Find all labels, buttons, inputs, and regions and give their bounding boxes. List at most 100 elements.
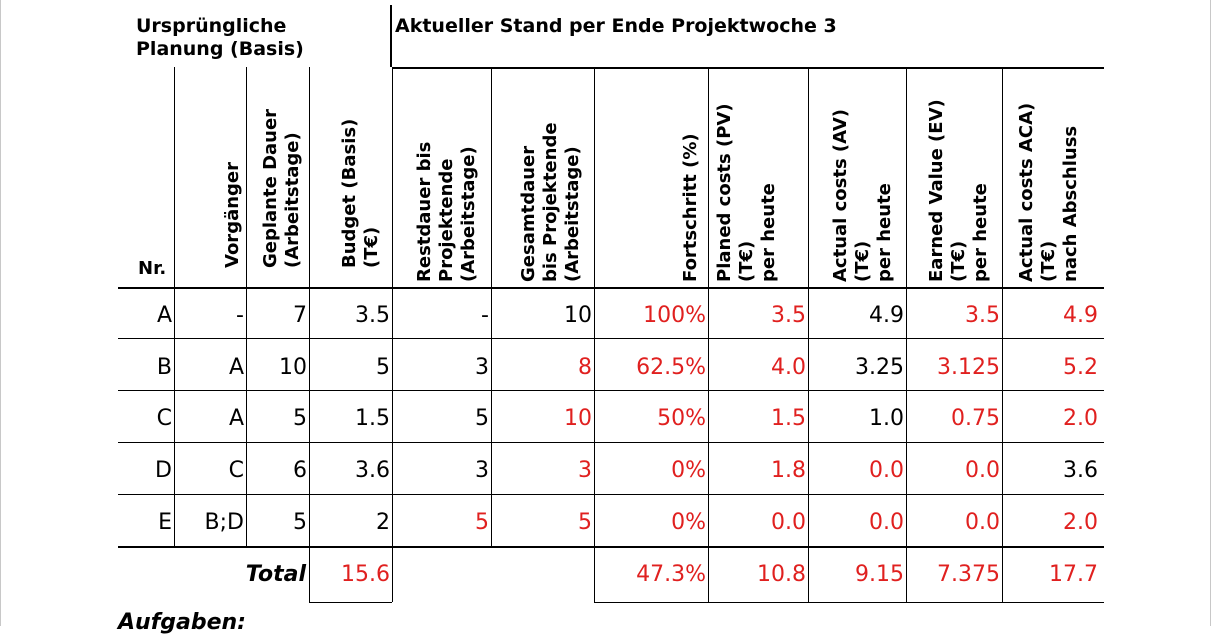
cell-nr: C (156, 406, 172, 431)
header-budget: Budget (Basis) (T€) (339, 118, 382, 268)
cell-gesamtdauer: 5 (578, 510, 592, 535)
column-rule (594, 67, 595, 547)
cell-geplante-dauer: 5 (293, 406, 307, 431)
cell-pv: 4.0 (771, 355, 806, 380)
header-vorgaenger: Vorgänger (222, 161, 243, 268)
total-column-rule (309, 546, 310, 602)
cell-fortschritt: 0% (671, 458, 706, 483)
section-divider (390, 5, 392, 67)
cell-fortschritt: 62.5% (636, 355, 706, 380)
cell-ev: 0.0 (965, 510, 1000, 535)
cell-vorgaenger: A (228, 355, 244, 380)
page-edge-left (0, 0, 1, 626)
total-ev: 7.375 (937, 562, 1000, 587)
cell-av: 4.9 (869, 303, 904, 328)
total-aca: 17.7 (1049, 562, 1098, 587)
total-column-rule (1002, 546, 1003, 602)
total-pv: 10.8 (757, 562, 806, 587)
cell-restdauer: 5 (475, 406, 489, 431)
cell-aca: 5.2 (1063, 355, 1098, 380)
row-rule (118, 442, 1104, 443)
total-column-rule (594, 546, 595, 602)
total-av: 9.15 (855, 562, 904, 587)
header-nr: Nr. (138, 258, 167, 279)
cell-gesamtdauer: 8 (578, 355, 592, 380)
header-geplante-dauer: Geplante Dauer (Arbeitstage) (260, 108, 303, 268)
total-column-rule (708, 546, 709, 602)
cell-geplante-dauer: 10 (279, 355, 307, 380)
cell-ev: 3.125 (937, 355, 1000, 380)
cell-restdauer: - (481, 303, 489, 328)
header-restdauer: Restdauer bis Projektende (Arbeitstage) (414, 141, 479, 282)
total-column-rule (392, 546, 393, 602)
cell-nr: E (158, 510, 172, 535)
header-earned-value: Earned Value (EV) (T€) per heute (926, 99, 991, 282)
row-rule (118, 338, 1104, 339)
total-column-rule (808, 546, 809, 602)
column-rule (246, 67, 247, 547)
page-edge-right (1210, 0, 1211, 626)
cell-av: 0.0 (869, 458, 904, 483)
header-bottom-rule (118, 287, 1104, 289)
cell-ev: 0.75 (951, 406, 1000, 431)
cell-gesamtdauer: 3 (578, 458, 592, 483)
column-rule (808, 67, 809, 547)
cell-gesamtdauer: 10 (564, 406, 592, 431)
cell-budget: 5 (376, 355, 390, 380)
cell-aca: 2.0 (1063, 406, 1098, 431)
header-actual-costs-completion: Actual costs ACA) (T€) nach Abschluss (1016, 102, 1081, 282)
body-bottom-rule (118, 546, 1104, 548)
header-planned-costs: Planed costs (PV) (T€) per heute (714, 103, 779, 282)
header-actual-costs: Actual costs (AV) (T€) per heute (830, 108, 895, 282)
cell-aca: 2.0 (1063, 510, 1098, 535)
column-rule (392, 67, 393, 547)
header-fortschritt: Fortschritt (%) (680, 133, 701, 282)
total-fortschritt: 47.3% (636, 562, 706, 587)
cell-restdauer: 3 (475, 458, 489, 483)
cell-ev: 3.5 (965, 303, 1000, 328)
total-budget: 15.6 (341, 562, 390, 587)
header-gesamtdauer: Gesamtdauer bis Projektende (Arbeitstage… (518, 122, 583, 282)
cell-pv: 1.5 (771, 406, 806, 431)
row-rule (118, 494, 1104, 495)
cell-aca: 3.6 (1063, 458, 1098, 483)
cell-vorgaenger: C (228, 458, 244, 483)
column-rule (309, 67, 310, 547)
cell-vorgaenger: B;D (204, 510, 244, 535)
cell-gesamtdauer: 10 (564, 303, 592, 328)
cell-pv: 0.0 (771, 510, 806, 535)
total-underline-budget (309, 602, 392, 603)
column-rule (1002, 67, 1003, 547)
total-underline-figures (594, 602, 1104, 603)
cell-pv: 1.8 (771, 458, 806, 483)
cell-budget: 3.6 (355, 458, 390, 483)
cell-pv: 3.5 (771, 303, 806, 328)
total-column-rule (906, 546, 907, 602)
title-basis-planning: Ursprüngliche Planung (Basis) (136, 15, 304, 60)
header-top-rule (392, 67, 1104, 69)
title-current-status: Aktueller Stand per Ende Projektwoche 3 (395, 15, 837, 37)
column-rule (491, 67, 492, 547)
column-rule (708, 67, 709, 547)
cell-geplante-dauer: 7 (293, 303, 307, 328)
cell-fortschritt: 100% (643, 303, 706, 328)
total-label: Total (245, 562, 306, 587)
cell-geplante-dauer: 5 (293, 510, 307, 535)
cell-nr: A (156, 303, 172, 328)
cell-restdauer: 5 (475, 510, 489, 535)
cell-vorgaenger: - (236, 303, 244, 328)
cell-av: 1.0 (869, 406, 904, 431)
column-rule (906, 67, 907, 547)
cell-ev: 0.0 (965, 458, 1000, 483)
row-rule (118, 390, 1104, 391)
cell-budget: 2 (376, 510, 390, 535)
cell-aca: 4.9 (1063, 303, 1098, 328)
cell-nr: D (155, 458, 172, 483)
cell-nr: B (156, 355, 172, 380)
cell-av: 0.0 (869, 510, 904, 535)
cell-av: 3.25 (855, 355, 904, 380)
assignments-heading: Aufgaben: (118, 610, 246, 635)
cell-geplante-dauer: 6 (293, 458, 307, 483)
cell-fortschritt: 0% (671, 510, 706, 535)
column-rule (174, 67, 175, 547)
